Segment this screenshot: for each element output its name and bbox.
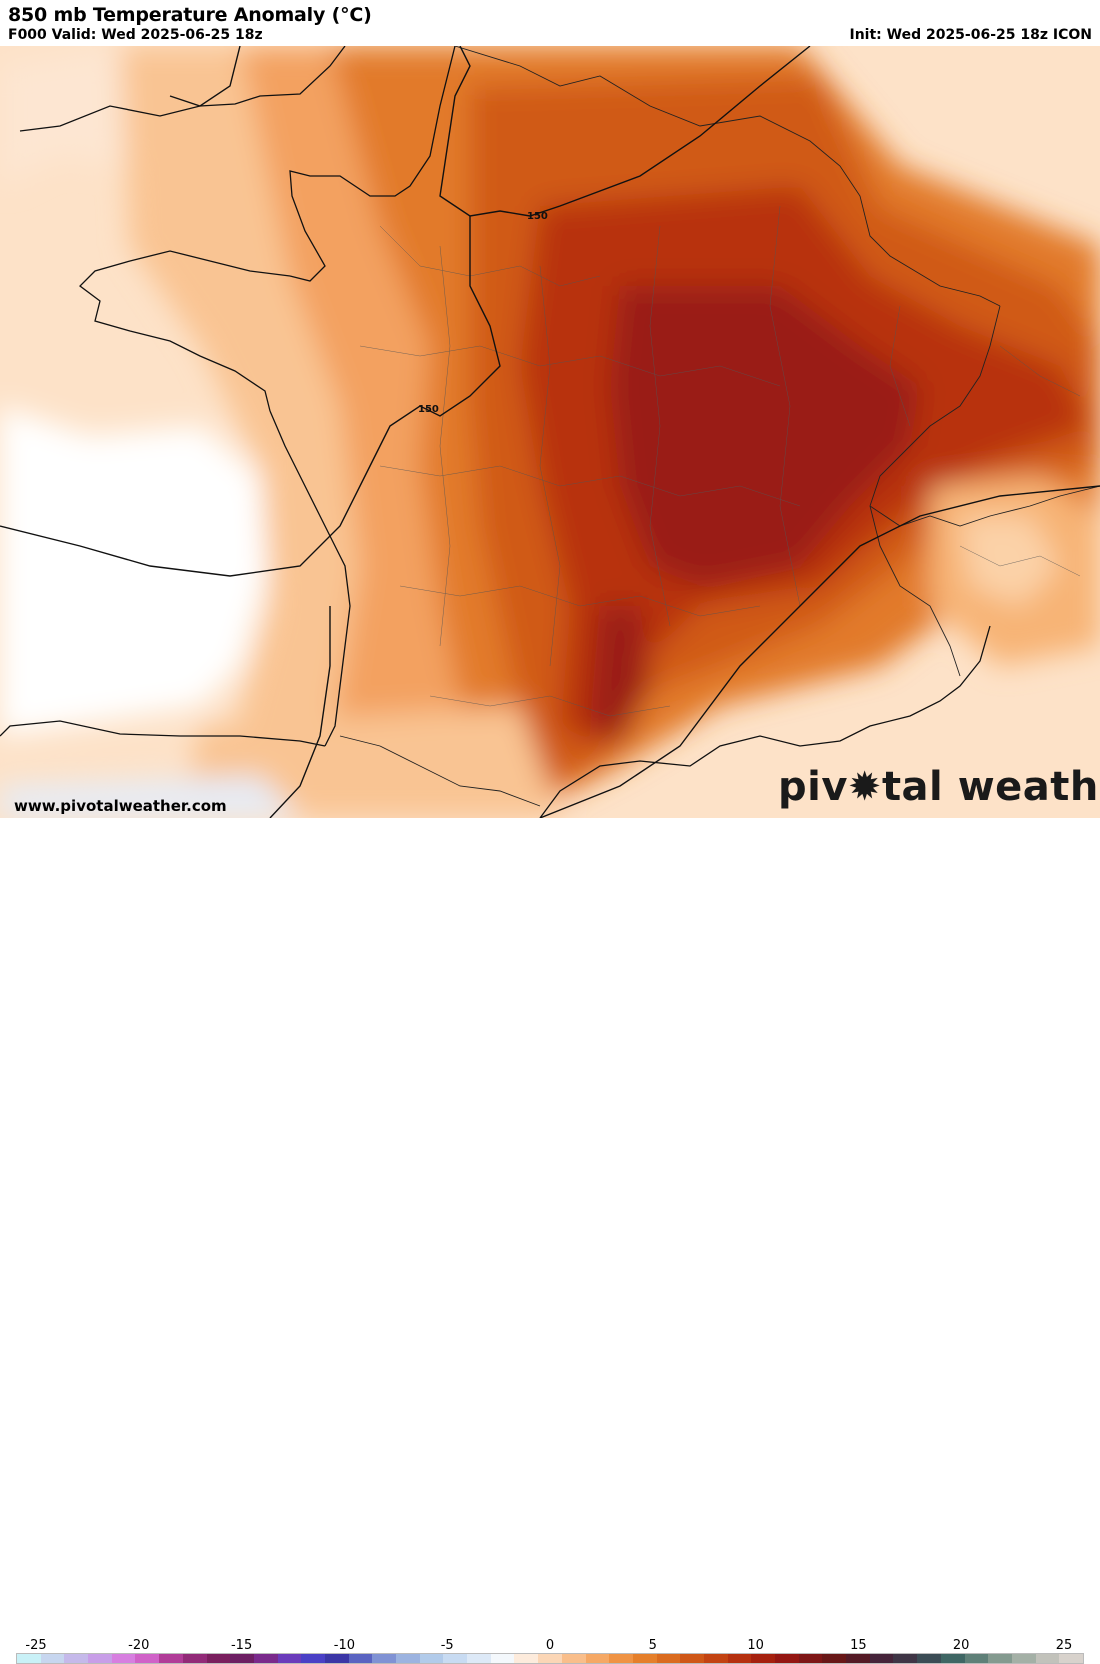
- colorbar-swatch: [490, 1654, 515, 1663]
- admin-borders: [359, 205, 1081, 717]
- colorbar-swatch: [64, 1654, 89, 1663]
- colorbar-swatch: [917, 1654, 941, 1663]
- colorbar-swatch: [372, 1654, 396, 1663]
- colorbar-tick-label: -5: [440, 1638, 454, 1653]
- colorbar-swatch: [467, 1654, 491, 1663]
- colorbar-swatch: [396, 1654, 420, 1663]
- map-header: 850 mb Temperature Anomaly (°C) F000 Val…: [0, 0, 1100, 46]
- colorbar-swatch: [893, 1654, 918, 1663]
- colorbar-swatch: [230, 1654, 254, 1663]
- colorbar-swatch: [846, 1654, 870, 1663]
- colorbar-ticks: -25 -20 -15 -10 -5 0 5 10 15 20 25: [0, 1638, 1100, 1653]
- colorbar-tick-label: -20: [128, 1638, 150, 1653]
- colorbar-tick-label: -10: [333, 1638, 356, 1653]
- colorbar-swatch: [609, 1654, 633, 1663]
- contour-label-west: 150: [418, 404, 439, 415]
- colorbar-swatch: [135, 1654, 160, 1663]
- colorbar-tick-label: 15: [850, 1638, 867, 1653]
- colorbar-swatches: [16, 1653, 1084, 1664]
- colorbar-swatch: [88, 1654, 112, 1663]
- colorbar-swatch: [443, 1654, 468, 1663]
- colorbar-swatch: [964, 1654, 989, 1663]
- colorbar-swatch: [206, 1654, 231, 1663]
- colorbar-swatch: [40, 1654, 65, 1663]
- height-contours: [0, 46, 1100, 818]
- colorbar-swatch: [111, 1654, 136, 1663]
- sun-icon: ✹: [847, 764, 882, 810]
- colorbar-swatch: [561, 1654, 586, 1663]
- colorbar-tick-label: -15: [230, 1638, 253, 1653]
- colorbar-swatch: [159, 1654, 183, 1663]
- colorbar-swatch: [775, 1654, 799, 1663]
- colorbar-tick-label: 5: [648, 1638, 657, 1653]
- colorbar-swatch: [656, 1654, 681, 1663]
- colorbar-swatch: [585, 1654, 610, 1663]
- colorbar-swatch: [822, 1654, 847, 1663]
- colorbar-swatch: [301, 1654, 325, 1663]
- colorbar-swatch: [632, 1654, 657, 1663]
- colorbar-swatch: [538, 1654, 562, 1663]
- colorbar-swatch: [348, 1654, 373, 1663]
- colorbar-swatch: [940, 1654, 965, 1663]
- colorbar-swatch: [17, 1654, 41, 1663]
- colorbar-swatch: [798, 1654, 823, 1663]
- colorbar-swatch: [514, 1654, 539, 1663]
- colorbar-swatch: [680, 1654, 704, 1663]
- coastlines: [0, 46, 991, 818]
- colorbar-swatch: [703, 1654, 728, 1663]
- init-time: Init: Wed 2025-06-25 18z ICON: [849, 27, 1092, 43]
- colorbar-tick-label: 20: [952, 1638, 970, 1653]
- map-title: 850 mb Temperature Anomaly (°C): [8, 4, 372, 26]
- colorbar-swatch: [182, 1654, 207, 1663]
- valid-time: F000 Valid: Wed 2025-06-25 18z: [8, 27, 263, 43]
- colorbar-tick-label: 0: [545, 1638, 555, 1653]
- contour-label-north: 150: [527, 211, 548, 222]
- colorbar-swatch: [324, 1654, 349, 1663]
- colorbar-swatch: [1059, 1654, 1083, 1663]
- colorbar-swatch: [277, 1654, 302, 1663]
- colorbar-tick-label: 25: [1055, 1638, 1073, 1653]
- brand-logo: piv✹tal weather: [778, 764, 1100, 810]
- colorbar-swatch: [751, 1654, 775, 1663]
- colorbar-swatch: [988, 1654, 1012, 1663]
- national-borders: [339, 46, 1100, 807]
- colorbar-swatch: [253, 1654, 278, 1663]
- colorbar: -25 -20 -15 -10 -5 0 5 10 15 20 25: [0, 818, 1100, 1664]
- colorbar-swatch: [1011, 1654, 1036, 1663]
- colorbar-swatch: [419, 1654, 444, 1663]
- colorbar-swatch: [869, 1654, 894, 1663]
- website-url[interactable]: www.pivotalweather.com: [14, 797, 227, 815]
- colorbar-swatch: [1035, 1654, 1060, 1663]
- colorbar-tick-label: -25: [25, 1638, 47, 1653]
- anomaly-field: [0, 46, 1100, 818]
- colorbar-swatch: [727, 1654, 752, 1663]
- map-svg: 150 150: [0, 46, 1100, 818]
- colorbar-tick-label: 10: [747, 1638, 764, 1653]
- anomaly-map[interactable]: 150 150: [0, 46, 1100, 818]
